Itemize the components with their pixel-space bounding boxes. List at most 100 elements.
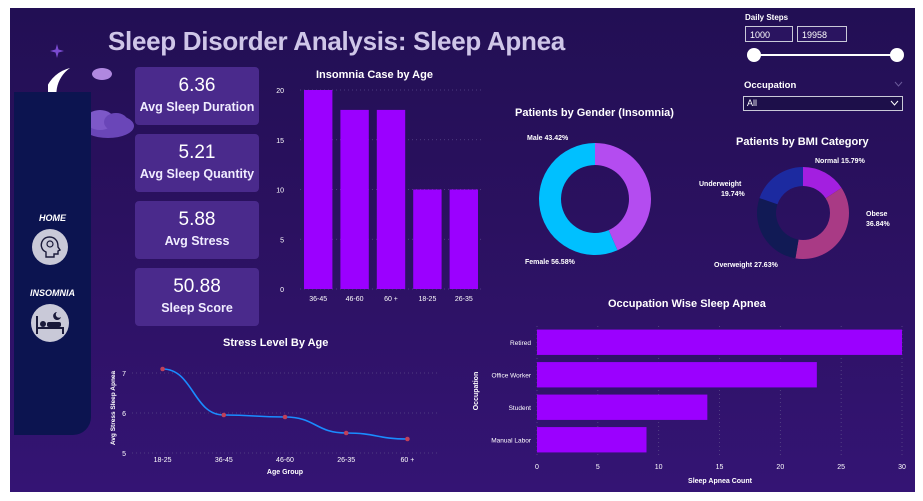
- y-tick-label: Manual Labor: [491, 437, 532, 444]
- x-tick-label: 30: [898, 464, 906, 471]
- x-tick-label: 0: [535, 464, 539, 471]
- x-tick-label: 26-35: [337, 457, 355, 464]
- donut-label-underweight-pct: 19.74%: [721, 191, 746, 198]
- kpi-avg-sleep-quantity: 5.21 Avg Sleep Quantity: [135, 134, 259, 192]
- charts-canvas: 0 5 10 15 20 36-45 46-60 60 + 18-25 26-35 Male 43…: [110, 48, 906, 485]
- donut-label-obese-pct: 36.84%: [866, 221, 891, 228]
- steps-max-input[interactable]: 19958: [797, 26, 847, 42]
- sidebar: HOME INSOMNIA: [14, 92, 91, 435]
- donut-slice: [539, 143, 618, 255]
- x-tick-label: 18-25: [154, 457, 172, 464]
- donut-slice: [759, 167, 803, 205]
- bar: [304, 90, 333, 289]
- kpi-value: 5.88: [178, 209, 216, 230]
- y-tick-label: 5: [122, 451, 126, 458]
- occupation-bar-chart: 0 5 10 15 20 25 30 Retired Office Worker Student M…: [473, 326, 906, 485]
- occupation-selected-value: All: [747, 98, 758, 108]
- x-tick-label: 46-60: [346, 296, 364, 303]
- kpi-avg-sleep-duration: 6.36 Avg Sleep Duration: [135, 67, 259, 125]
- chevron-down-icon: [890, 100, 899, 106]
- bar: [449, 189, 478, 289]
- page-title: Sleep Disorder Analysis: Sleep Apnea: [108, 26, 565, 56]
- occupation-filter-label: Occupation: [744, 80, 797, 91]
- y-tick-label: 20: [276, 88, 284, 95]
- slider-handle-max[interactable]: [890, 48, 904, 62]
- y-tick-label: 7: [122, 371, 126, 378]
- bar: [537, 427, 647, 453]
- x-tick-label: 36-45: [215, 457, 233, 464]
- data-point: [282, 414, 288, 420]
- y-axis-label: Avg Stress Sleep Apnea: [110, 370, 117, 445]
- x-tick-label: 26-35: [455, 296, 473, 303]
- bar: [376, 109, 406, 290]
- data-point: [221, 412, 227, 418]
- data-point: [160, 366, 165, 372]
- head-gear-icon: [40, 236, 62, 258]
- donut-slice: [595, 143, 652, 251]
- kpi-sleep-score: 50.88 Sleep Score: [135, 268, 259, 326]
- bar: [537, 394, 708, 420]
- x-tick-label: 46-60: [276, 457, 294, 464]
- insomnia-button[interactable]: [31, 304, 69, 342]
- x-axis-label: Age Group: [267, 469, 303, 476]
- x-tick-label: 15: [716, 464, 724, 471]
- x-tick-label: 20: [776, 464, 784, 471]
- kpi-value: 5.21: [178, 142, 216, 163]
- data-point: [343, 430, 349, 436]
- x-tick-label: 60 +: [400, 457, 414, 464]
- bmi-donut-chart: Normal 15.79% Obese 36.84% Overweight 27.63…: [699, 158, 891, 269]
- bar: [340, 109, 369, 290]
- sleeping-person-icon: [36, 312, 64, 334]
- gender-donut-chart: Male 43.42% Female 56.58%: [525, 135, 652, 266]
- nav-label-home: HOME: [39, 213, 66, 223]
- donut-label-underweight: Underweight: [699, 181, 742, 188]
- bar: [413, 189, 442, 289]
- occupation-select[interactable]: All: [743, 96, 903, 111]
- dashboard: Sleep Disorder Analysis: Sleep Apnea HOM…: [10, 8, 915, 492]
- bar: [537, 362, 817, 388]
- x-axis-label: Sleep Apnea Count: [688, 478, 753, 485]
- x-tick-label: 18-25: [418, 296, 436, 303]
- kpi-label: Avg Sleep Duration: [139, 100, 255, 114]
- donut-label-female: Female 56.58%: [525, 259, 576, 266]
- donut-slice: [795, 187, 849, 259]
- donut-label-obese: Obese: [866, 211, 888, 218]
- chart-title-bmi: Patients by BMI Category: [736, 136, 869, 148]
- kpi-value: 6.36: [178, 75, 216, 96]
- y-tick-label: Retired: [510, 340, 531, 347]
- nav-label-insomnia: INSOMNIA: [30, 288, 75, 298]
- kpi-label: Avg Stress: [164, 234, 230, 248]
- x-tick-label: 5: [596, 464, 600, 471]
- stress-age-line-chart: 5 6 7 18-25 36-45 46-60 26-35 60 + Age Group Avg …: [110, 366, 438, 476]
- x-tick-label: 36-45: [309, 296, 327, 303]
- x-tick-label: 10: [655, 464, 663, 471]
- x-tick-label: 60 +: [384, 296, 398, 303]
- steps-slider: [747, 48, 904, 62]
- y-tick-label: 6: [122, 411, 126, 418]
- steps-filter-label: Daily Steps: [745, 13, 789, 22]
- slider-handle-min[interactable]: [747, 48, 761, 62]
- donut-label-normal: Normal 15.79%: [815, 158, 866, 165]
- y-tick-label: 10: [276, 188, 284, 195]
- chevron-down-icon: [894, 81, 903, 87]
- bar: [537, 329, 902, 355]
- y-tick-label: Student: [509, 405, 532, 412]
- home-button[interactable]: [32, 229, 68, 265]
- y-tick-label: Office Worker: [492, 372, 532, 379]
- chart-title-stress-age: Stress Level By Age: [223, 337, 329, 349]
- chart-title-occupation: Occupation Wise Sleep Apnea: [608, 298, 766, 310]
- y-tick-label: 0: [280, 287, 284, 294]
- donut-slice: [757, 198, 799, 259]
- kpi-value: 50.88: [173, 276, 221, 297]
- kpi-label: Sleep Score: [161, 301, 233, 315]
- insomnia-age-chart: 0 5 10 15 20 36-45 46-60 60 + 18-25 26-35: [276, 88, 482, 303]
- chart-title-gender: Patients by Gender (Insomnia): [515, 107, 674, 119]
- steps-min-input[interactable]: 1000: [745, 26, 793, 42]
- kpi-avg-stress: 5.88 Avg Stress: [135, 201, 259, 259]
- kpi-label: Avg Sleep Quantity: [139, 167, 255, 181]
- series-line: [162, 368, 408, 440]
- data-point: [405, 436, 410, 442]
- y-tick-label: 15: [276, 138, 284, 145]
- chart-title-insomnia-age: Insomnia Case by Age: [316, 69, 433, 81]
